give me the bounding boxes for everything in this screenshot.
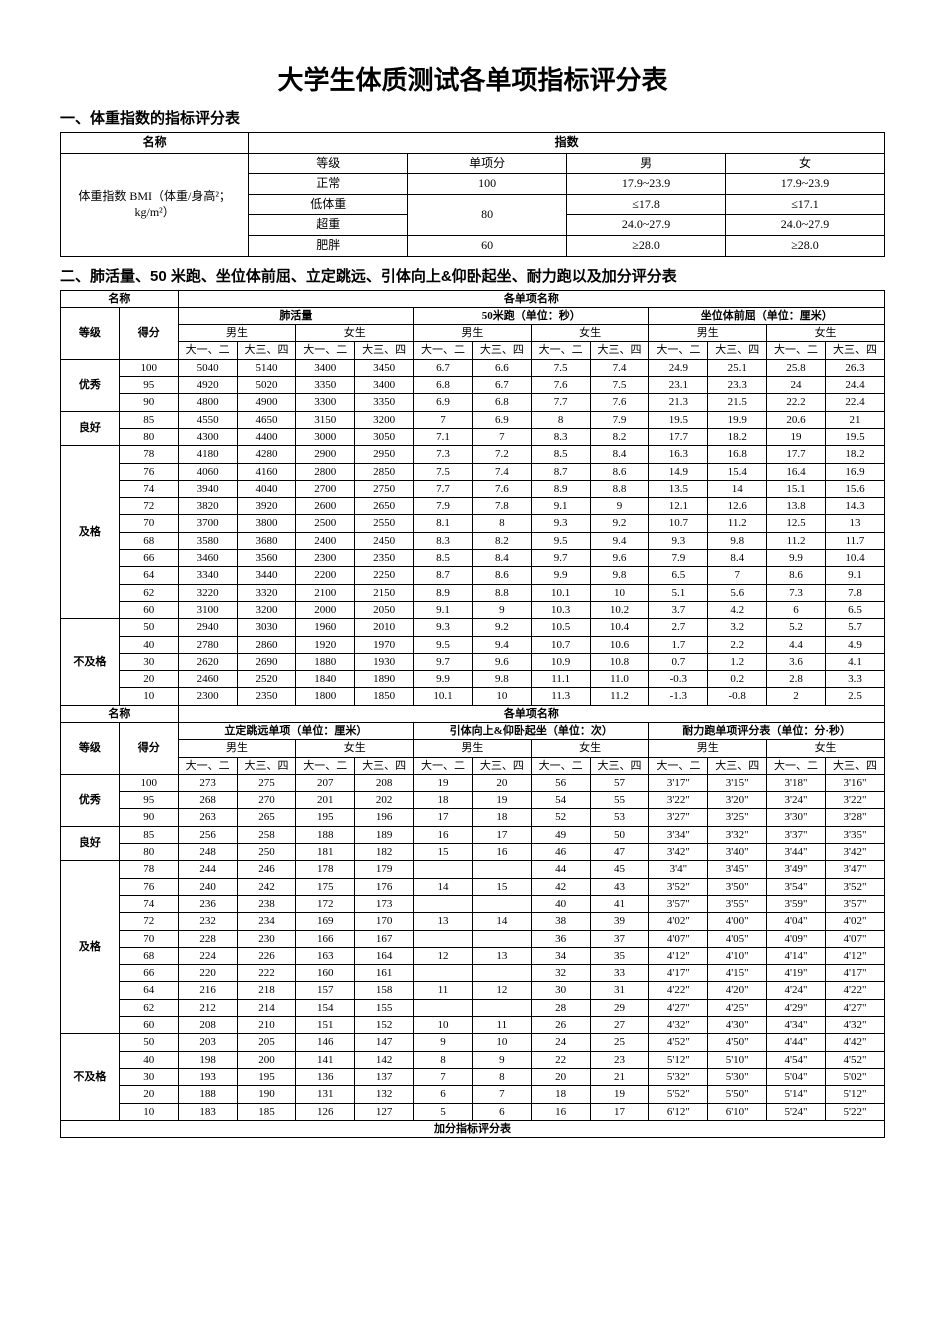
score-cell: 70 [119,515,178,532]
grade-cell: 优秀 [61,359,120,411]
sitreach-header: 坐位体前屈（单位：厘米） [649,307,885,324]
bmi-col-2: 男 [567,153,726,174]
bmi-name-header: 名称 [61,133,249,154]
bmi-table: 名称 指数 体重指数 BMI（体重/身高²；kg/m²） 等级 单项分 男 女 … [60,132,885,257]
score-cell: 72 [119,498,178,515]
bmi-col-0: 等级 [249,153,408,174]
score-cell: 85 [119,411,178,428]
run50-header: 50米跑（单位：秒） [414,307,649,324]
grade-cell: 不及格 [61,619,120,705]
bmi-row-label: 体重指数 BMI（体重/身高²；kg/m²） [61,153,249,256]
score-cell: 68 [119,532,178,549]
bmi-index-header: 指数 [249,133,885,154]
page-title: 大学生体质测试各单项指标评分表 [60,60,885,97]
score-cell: 50 [119,619,178,636]
score-cell: 40 [119,636,178,653]
bmi-col-1: 单项分 [408,153,567,174]
items-header: 各单项名称 [178,290,884,307]
score-cell: 76 [119,463,178,480]
score-cell: 100 [119,359,178,376]
score-cell: 64 [119,567,178,584]
bmi-col-3: 女 [726,153,885,174]
score-cell: 74 [119,480,178,497]
score-cell: 30 [119,653,178,670]
bonus-header: 加分指标评分表 [61,1120,885,1137]
grade-cell: 良好 [61,411,120,446]
score-cell: 62 [119,584,178,601]
main-score-table: 名称各单项名称等级得分肺活量50米跑（单位：秒）坐位体前屈（单位：厘米）男生女生… [60,290,885,1139]
score-header: 得分 [119,307,178,359]
score-cell: 66 [119,550,178,567]
grade-header: 等级 [61,307,120,359]
score-cell: 95 [119,377,178,394]
section2-heading: 二、肺活量、50 米跑、坐位体前屈、立定跳远、引体向上&仰卧起坐、耐力跑以及加分… [60,265,885,286]
score-cell: 80 [119,428,178,445]
score-cell: 20 [119,671,178,688]
grade-cell: 及格 [61,446,120,619]
score-cell: 78 [119,446,178,463]
lung-header: 肺活量 [178,307,413,324]
score-cell: 90 [119,394,178,411]
section1-heading: 一、体重指数的指标评分表 [60,107,885,128]
name-header: 名称 [61,290,179,307]
score-cell: 10 [119,688,178,705]
score-cell: 60 [119,601,178,618]
